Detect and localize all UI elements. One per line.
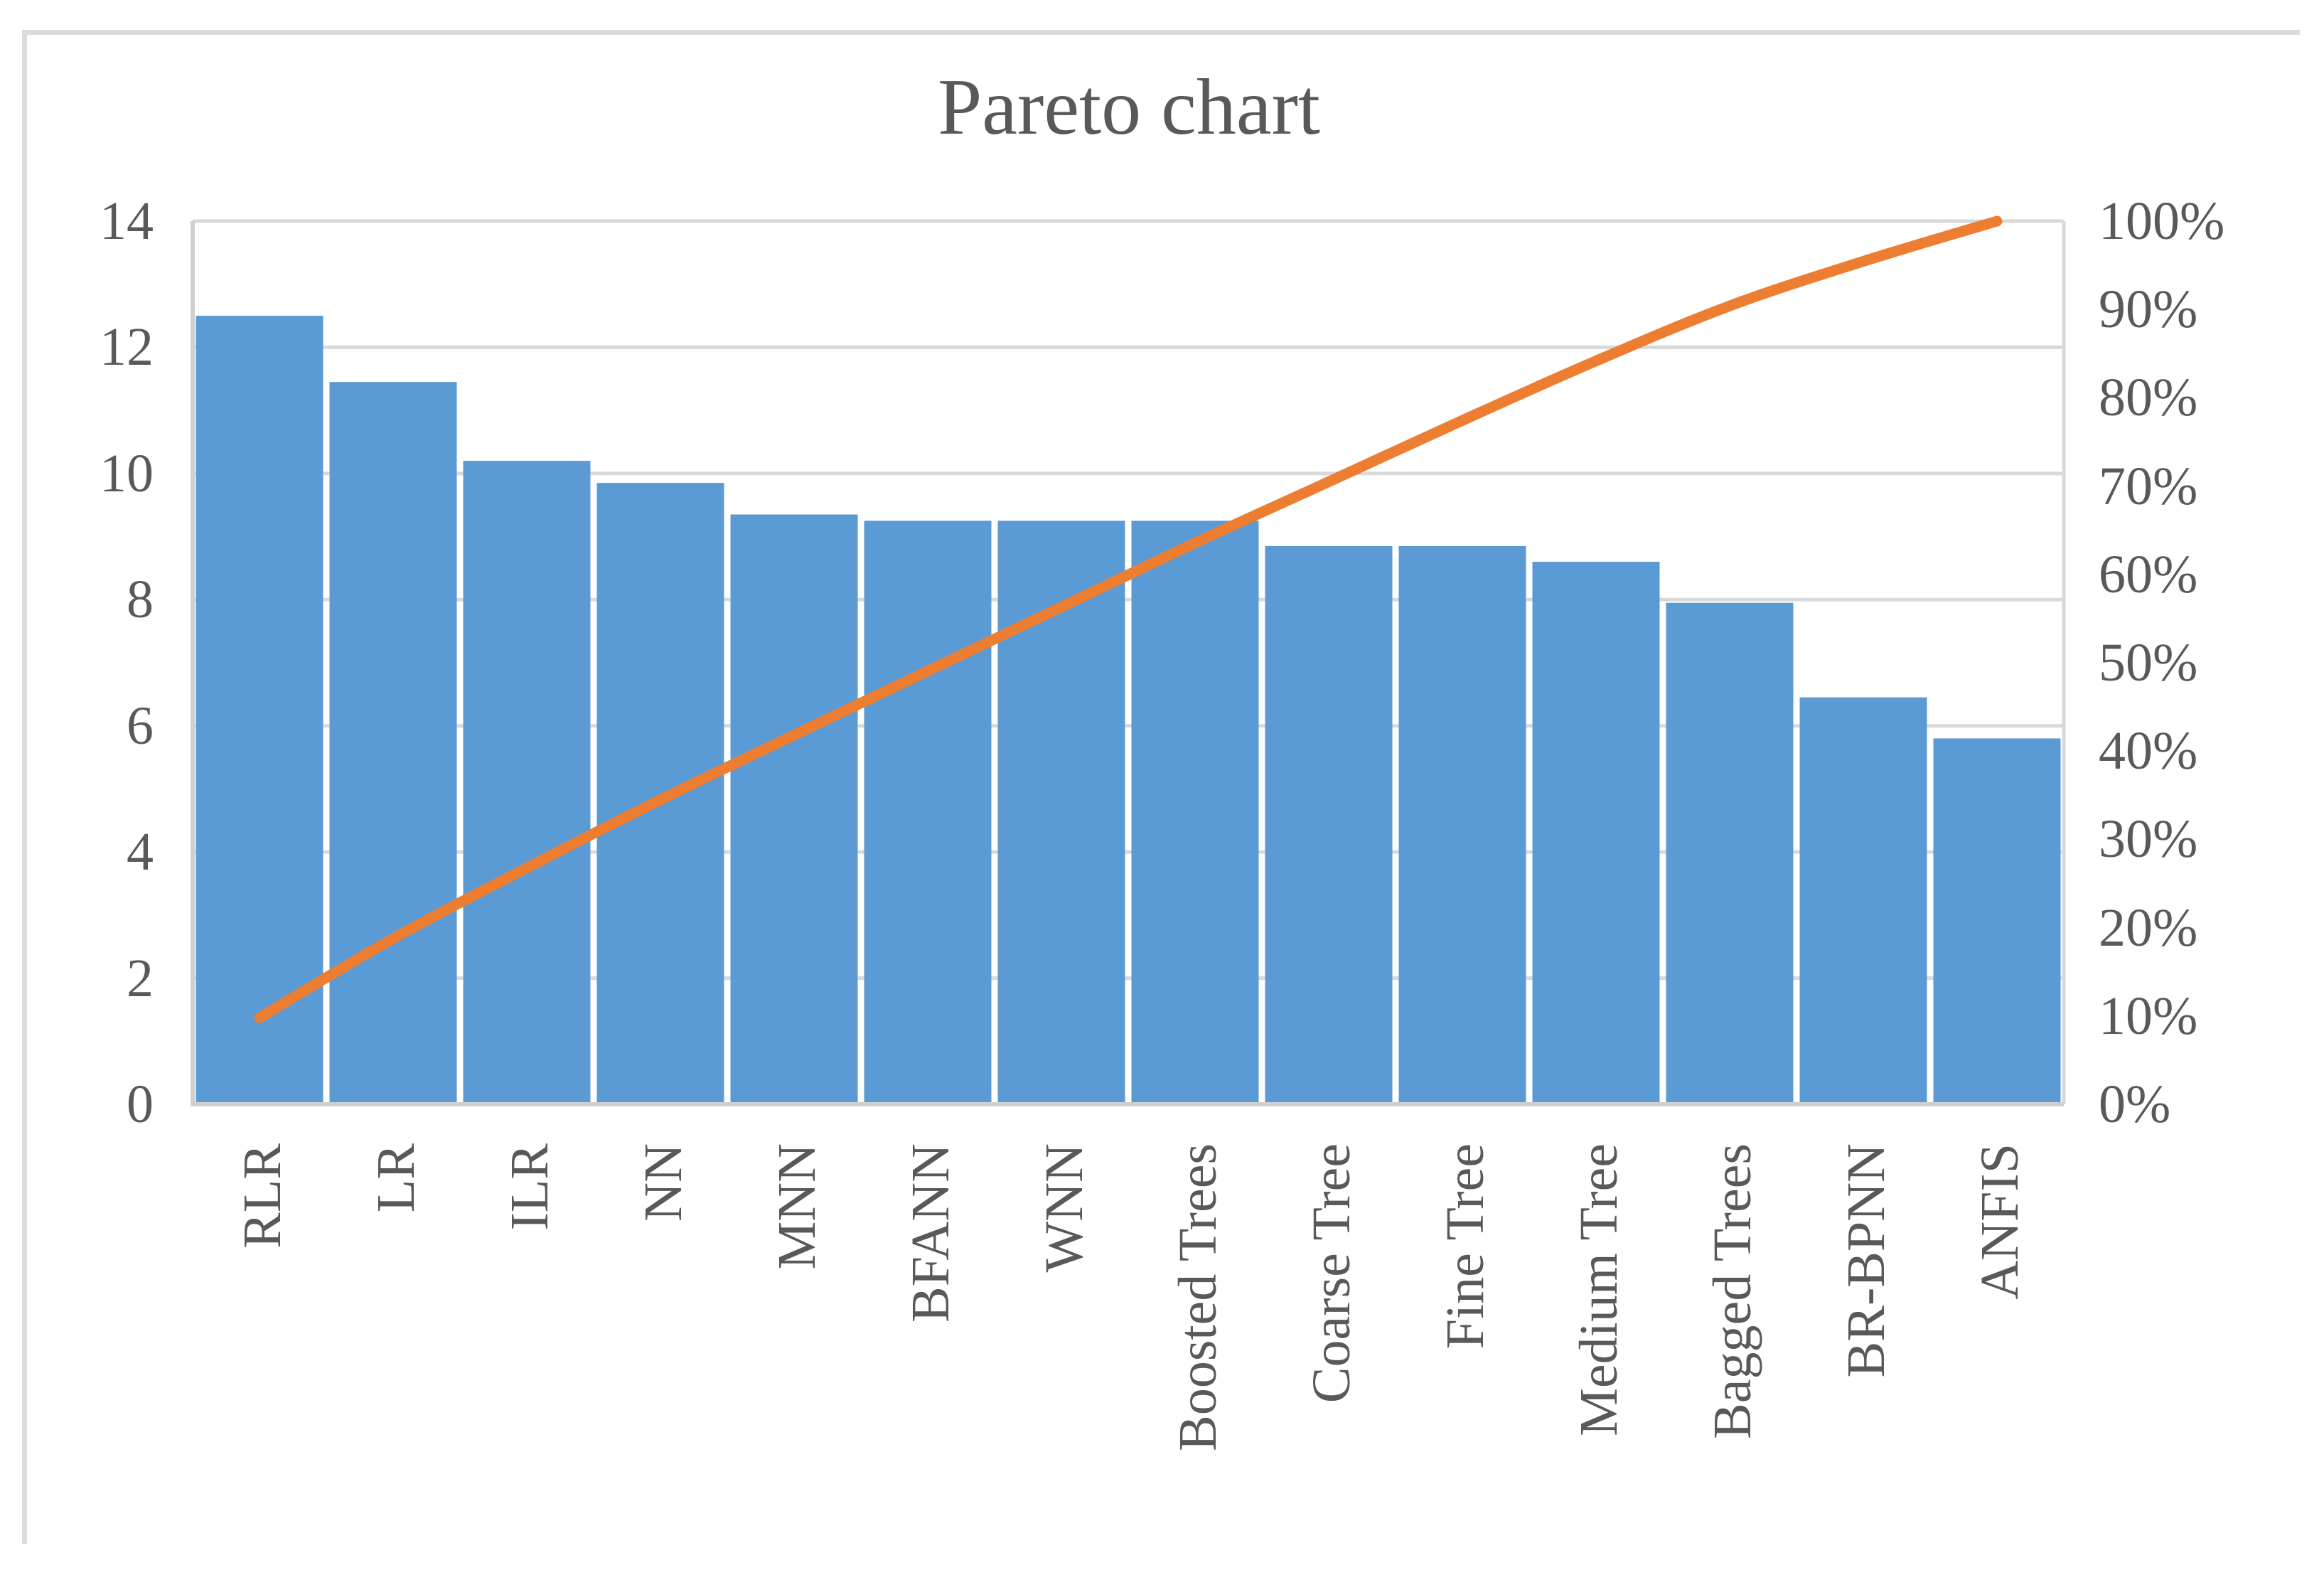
right-axis-tick: 100%: [2099, 191, 2225, 251]
category-label-rlr: RLR: [232, 1143, 292, 1249]
right-axis-tick: 80%: [2099, 368, 2198, 428]
bar-bagged-trees: [1666, 602, 1794, 1104]
left-axis-tick: 14: [100, 191, 154, 251]
bar-rlr: [196, 316, 323, 1105]
chart-title: Pareto chart: [938, 63, 1320, 151]
bar-wnn: [997, 520, 1125, 1104]
right-axis-tick: 60%: [2099, 544, 2198, 604]
bar-br-bpnn: [1799, 697, 1927, 1104]
category-label-bfann: BFANN: [901, 1143, 960, 1323]
category-label-lr: LR: [366, 1143, 426, 1213]
right-axis-tick: 0%: [2099, 1074, 2171, 1134]
right-axis-tick: 90%: [2099, 279, 2198, 340]
category-label-bagged-trees: Bagged Trees: [1703, 1143, 1762, 1439]
bar-coarse-tree: [1265, 545, 1393, 1104]
bar-lr: [329, 382, 457, 1104]
left-axis-tick: 12: [100, 317, 154, 378]
cumulative-percent-line: [254, 215, 2003, 1023]
category-label-mnn: MNN: [767, 1143, 827, 1270]
chart-frame-border-left: [22, 30, 27, 1544]
bar-boosted-trees: [1131, 520, 1259, 1104]
bar-medium-tree: [1532, 562, 1660, 1104]
category-label-nn: NN: [633, 1143, 693, 1222]
left-axis-tick: 8: [127, 570, 154, 630]
bar-anfis: [1933, 738, 2061, 1104]
right-axis-tick: 20%: [2099, 897, 2198, 958]
left-axis-tick: 6: [127, 695, 154, 756]
category-label-boosted-trees: Boosted Trees: [1168, 1143, 1228, 1451]
bar-nn: [596, 483, 724, 1104]
right-axis-tick: 70%: [2099, 456, 2198, 516]
right-axis-tick: 10%: [2099, 986, 2198, 1046]
bar-bfann: [864, 520, 992, 1104]
category-label-medium-tree: Medium Tree: [1569, 1143, 1629, 1436]
left-axis-tick: 4: [127, 822, 154, 882]
category-label-ilr: ILR: [500, 1143, 559, 1231]
bar-fine-tree: [1398, 545, 1526, 1104]
category-label-br-bpnn: BR-BPNN: [1836, 1143, 1896, 1378]
category-label-coarse-tree: Coarse Tree: [1302, 1143, 1361, 1404]
chart-frame-border-top: [22, 30, 2300, 35]
right-axis-tick: 50%: [2099, 633, 2198, 693]
bar-ilr: [463, 461, 591, 1104]
category-label-anfis: ANFIS: [1970, 1143, 2030, 1300]
category-label-wnn: WNN: [1034, 1143, 1094, 1273]
right-axis-tick: 40%: [2099, 721, 2198, 781]
category-label-fine-tree: Fine Tree: [1435, 1143, 1495, 1350]
left-axis-tick: 2: [127, 948, 154, 1008]
right-axis-tick: 30%: [2099, 809, 2198, 870]
left-axis-tick: 10: [100, 443, 154, 503]
left-axis-tick: 0: [127, 1074, 154, 1134]
bar-mnn: [730, 514, 858, 1104]
